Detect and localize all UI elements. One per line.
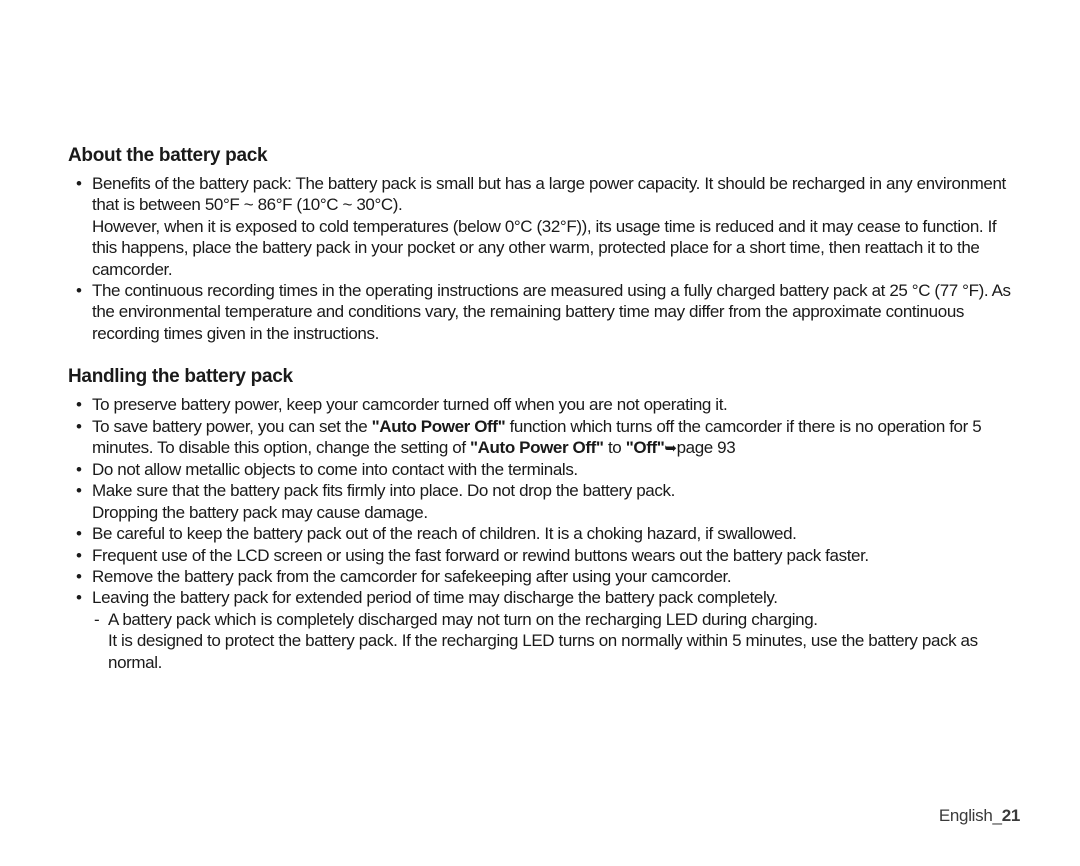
list-item: Remove the battery pack from the camcord… [92,566,1020,587]
handling-battery-list: To preserve battery power, keep your cam… [68,394,1020,673]
footer-page-number: 21 [1002,806,1020,825]
body-text: Dropping the battery pack may cause dama… [92,502,1020,523]
body-text: However, when it is exposed to cold temp… [92,216,1020,280]
list-item: To preserve battery power, keep your cam… [92,394,1020,415]
body-text: Do not allow metallic objects to come in… [92,459,1020,480]
footer-language: English [939,806,993,825]
body-text: To preserve battery power, keep your cam… [92,394,1020,415]
page-footer: English_21 [939,806,1020,826]
list-item: Leaving the battery pack for extended pe… [92,587,1020,673]
list-item: Benefits of the battery pack: The batter… [92,173,1020,280]
about-battery-list: Benefits of the battery pack: The batter… [68,173,1020,344]
bold-text: "Auto Power Off" [470,438,604,457]
heading-about-battery: About the battery pack [68,145,1020,167]
body-text: Frequent use of the LCD screen or using … [92,545,1020,566]
bold-text: "Off" [626,438,665,457]
body-text: The continuous recording times in the op… [92,280,1020,344]
body-text: Be careful to keep the battery pack out … [92,523,1020,544]
body-text: Benefits of the battery pack: The batter… [92,173,1020,216]
body-text: It is designed to protect the battery pa… [92,630,1020,673]
list-item: Be careful to keep the battery pack out … [92,523,1020,544]
bold-text: "Auto Power Off" [372,417,506,436]
body-text: Leaving the battery pack for extended pe… [92,587,1020,608]
list-item: The continuous recording times in the op… [92,280,1020,344]
footer-separator: _ [993,806,1002,825]
body-text: Remove the battery pack from the camcord… [92,566,1020,587]
list-item: Frequent use of the LCD screen or using … [92,545,1020,566]
body-text: to [604,438,626,457]
document-page: About the battery pack Benefits of the b… [0,0,1080,866]
list-item: Make sure that the battery pack fits fir… [92,480,1020,523]
body-text: To save battery power, you can set the [92,417,372,436]
list-item: To save battery power, you can set the "… [92,416,1020,459]
heading-handling-battery: Handling the battery pack [68,366,1020,388]
sub-list-item: A battery pack which is completely disch… [92,609,1020,630]
list-item: Do not allow metallic objects to come in… [92,459,1020,480]
page-reference: page 93 [677,438,736,457]
arrow-icon: ➥ [664,440,676,459]
body-text: Make sure that the battery pack fits fir… [92,480,1020,501]
